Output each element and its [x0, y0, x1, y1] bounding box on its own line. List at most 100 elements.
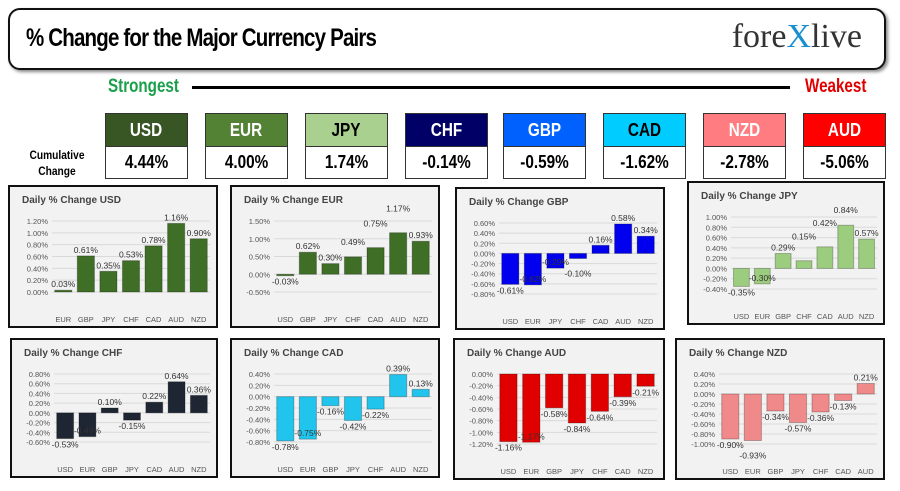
bar-nzd — [411, 240, 430, 275]
x-tick-label: NZD — [859, 312, 875, 321]
bar-jpy — [788, 393, 808, 423]
chart-title: Daily % Change CHF — [24, 348, 122, 359]
data-label: -0.93% — [739, 451, 766, 461]
currency-name: CAD — [603, 113, 686, 147]
x-tick-label: AUD — [390, 465, 406, 474]
x-tick-label: AUD — [168, 315, 184, 324]
bar-gbp — [298, 251, 317, 275]
y-tick-label: -0.40% — [26, 428, 50, 437]
data-label: -1.17% — [518, 431, 545, 441]
currency-name: NZD — [703, 113, 786, 147]
y-tick-label: -0.60% — [26, 438, 50, 447]
y-tick-label: -0.40% — [246, 415, 270, 424]
y-tick-label: 1.00% — [706, 213, 728, 222]
bar-cad — [144, 245, 163, 293]
bar-nzd — [858, 238, 875, 269]
x-tick-label: CHF — [592, 467, 608, 476]
y-tick-label: -0.60% — [469, 405, 493, 414]
x-tick-label: JPY — [102, 315, 116, 324]
y-tick-label: -0.80% — [471, 290, 495, 299]
cumulative-value: -5.06% — [803, 147, 886, 179]
y-tick-label: 0.40% — [29, 389, 51, 398]
page-title: % Change for the Major Currency Pairs — [26, 24, 377, 52]
chart-title: Daily % Change JPY — [701, 191, 798, 202]
x-tick-label: USD — [277, 315, 293, 324]
bar-chf — [366, 396, 385, 410]
chart-svg: Daily % Change AUD -1.20% -1.00% -0.80% -0.6… — [467, 348, 659, 476]
bar-nzd — [411, 388, 430, 398]
y-tick-label: -0.80% — [246, 438, 270, 447]
y-tick-label: 0.20% — [474, 239, 496, 248]
data-label: 0.16% — [589, 234, 614, 244]
bar-aud — [389, 232, 408, 275]
bar-cad — [834, 393, 853, 401]
x-tick-label: AUD — [838, 312, 854, 321]
y-tick-label: 0.40% — [694, 370, 716, 379]
data-label: 0.49% — [341, 237, 366, 247]
data-label: 0.75% — [364, 219, 389, 229]
bar-jpy — [343, 396, 363, 421]
x-tick-label: JPY — [125, 465, 139, 474]
y-tick-label: 1.00% — [27, 229, 49, 238]
y-tick-label: 0.60% — [474, 219, 496, 228]
x-tick-label: EUR — [300, 465, 316, 474]
x-tick-label: CAD — [368, 315, 384, 324]
header-box: % Change for the Major Currency Pairs fo… — [8, 8, 886, 70]
data-label: -0.78% — [272, 442, 299, 452]
data-label: -0.58% — [541, 409, 568, 419]
data-label: 0.39% — [386, 364, 411, 374]
y-tick-label: 0.60% — [29, 380, 51, 389]
y-tick-label: 0.20% — [249, 381, 271, 390]
data-label: 0.10% — [98, 397, 123, 407]
x-tick-label: EUR — [754, 312, 770, 321]
currency-box-nzd: NZD -2.78% — [703, 113, 786, 179]
data-label: -0.35% — [728, 287, 755, 297]
y-tick-label: 0.00% — [29, 409, 51, 418]
data-label: -0.84% — [564, 424, 591, 434]
chart-aud: Daily % Change AUD -1.20% -1.00% -0.80% -0.6… — [453, 338, 665, 480]
data-label: -0.57% — [785, 424, 812, 434]
data-label: -0.16% — [317, 407, 344, 417]
y-tick-label: 0.00% — [27, 288, 49, 297]
bar-eur — [78, 412, 97, 438]
x-tick-label: CAD — [835, 467, 851, 476]
bar-nzd — [189, 238, 208, 293]
cumulative-value: 4.00% — [205, 147, 288, 179]
bar-gbp — [766, 393, 785, 412]
x-tick-label: USD — [501, 467, 517, 476]
x-tick-label: JPY — [549, 317, 563, 326]
y-tick-label: 0.80% — [27, 241, 49, 250]
bar-gbp — [76, 255, 95, 293]
data-label: 0.64% — [165, 371, 190, 381]
x-tick-label: GBP — [323, 465, 339, 474]
y-tick-label: -0.60% — [691, 420, 715, 429]
y-tick-label: 0.40% — [474, 229, 496, 238]
currency-box-jpy: JPY 1.74% — [305, 113, 388, 179]
data-label: -0.21% — [632, 387, 659, 397]
data-label: 0.22% — [142, 391, 167, 401]
bar-usd — [276, 396, 295, 442]
bar-cad — [591, 244, 610, 254]
y-tick-label: -0.20% — [246, 404, 270, 413]
x-tick-label: AUD — [858, 467, 874, 476]
data-label: 0.42% — [813, 218, 838, 228]
currency-box-gbp: GBP -0.59% — [503, 113, 586, 179]
bar-gbp — [321, 396, 340, 407]
chart-svg: Daily % Change EUR -0.50% 0.00% 0.50% 1.00% 1… — [244, 195, 433, 324]
chart-nzd: Daily % Change NZD -1.00% -0.80% -0.60% -0.4… — [675, 338, 885, 480]
chart-title: Daily % Change EUR — [244, 195, 344, 206]
x-tick-label: EUR — [523, 467, 539, 476]
data-label: -0.49% — [74, 426, 101, 436]
bar-nzd — [636, 235, 655, 254]
y-tick-label: 0.40% — [249, 370, 271, 379]
x-tick-label: CAD — [146, 465, 162, 474]
y-tick-label: -0.20% — [26, 419, 50, 428]
bar-gbp — [774, 253, 792, 269]
data-label: 0.58% — [611, 213, 636, 223]
y-tick-label: -0.20% — [703, 275, 727, 284]
data-label: 0.61% — [74, 245, 99, 255]
data-label: -0.62% — [519, 274, 546, 284]
x-tick-label: CHF — [345, 315, 361, 324]
currency-box-cad: CAD -1.62% — [603, 113, 686, 179]
x-tick-label: NZD — [191, 465, 207, 474]
